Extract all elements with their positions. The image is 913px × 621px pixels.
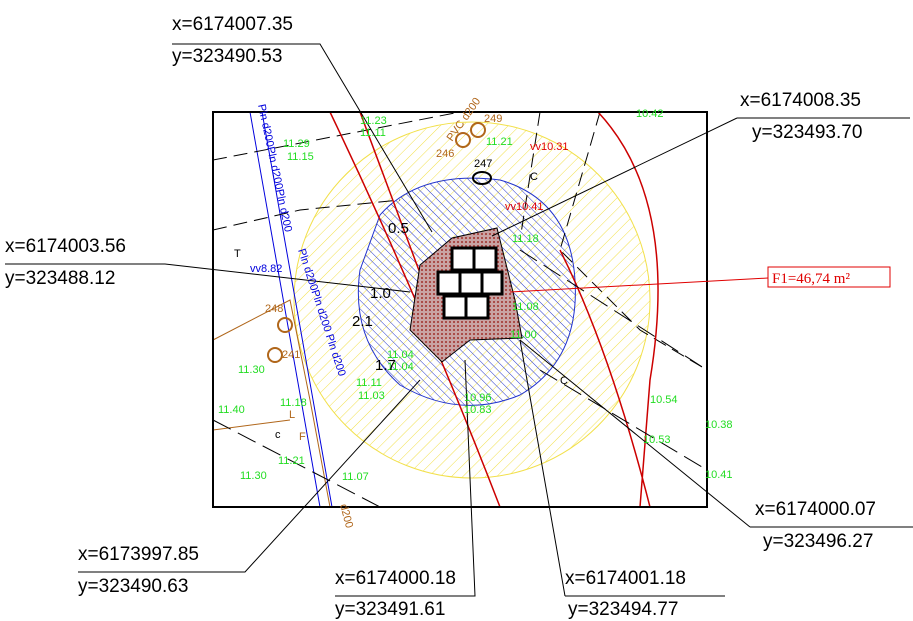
well [455,132,471,148]
chamber-grid [436,246,504,320]
elevation: 11.07 [342,471,369,483]
brown-line [213,299,331,507]
point-number: 247 [474,158,492,170]
elevation: 11.04 [387,361,414,373]
coord-x: x=6174003.56 [5,236,126,257]
coord-x: x=6173997.85 [78,544,199,565]
elevation: 11.04 [387,349,414,361]
coord-y: y=323493.70 [752,122,862,143]
elevation: 11.30 [238,364,265,376]
elevation: 11.23 [360,115,387,127]
coord-x: x=6174001.18 [565,568,686,589]
letter: C [560,375,568,387]
elevation: 11.18 [280,397,307,409]
letter: L [289,409,295,421]
point-number: 241 [282,349,300,361]
callout-texts: x=6174007.35 y=323490.53 x=6174008.35 y=… [5,14,876,620]
elevation: 11.29 [283,138,310,150]
pipe-label: Pln d200Pln d200Pln d200 [255,103,294,233]
map-area [213,112,707,507]
elevation: 10.42 [636,108,664,120]
elevation: 11.21 [486,136,513,148]
elevation: 11.21 [278,455,305,467]
well [277,317,293,333]
coord-x: x=6174000.07 [755,499,876,520]
area-box [767,266,891,288]
pipe-line [249,112,333,507]
letter: c [275,429,281,441]
elevation: 10.54 [650,394,678,406]
dashed-line [213,249,707,507]
coord-y: y=323496.27 [763,531,873,552]
coord-y: y=323490.63 [78,576,188,597]
elevation: 11.11 [360,127,386,139]
dimension: 1.0 [370,285,391,302]
elevation: 10.53 [643,434,671,446]
coord-x: x=6174000.18 [335,568,456,589]
coord-x: x=6174007.35 [172,14,293,35]
letter: F [299,431,306,443]
red-level: vv10.41 [505,201,544,213]
elevation: 11.30 [240,470,267,482]
elevation: 10.38 [705,419,733,431]
letter: C [530,171,538,183]
coord-x: x=6174008.35 [740,90,861,111]
elevation: 10.96 [464,392,492,404]
elevation: 10.41 [705,469,733,481]
manhole [472,171,492,185]
leaders [5,43,913,597]
elevation: 11.11 [356,377,382,389]
elevation: 11.00 [510,329,537,341]
dimension: 2.1 [352,313,373,330]
point-number: 249 [484,113,502,125]
well [470,122,486,138]
point-number: 248 [265,303,283,315]
elevation: 11.18 [512,233,539,245]
elevation: 10.83 [464,404,492,416]
elevation: 11.40 [218,404,245,416]
blue-level: vv8.82 [250,263,282,275]
well [267,347,283,363]
boundary [213,112,707,371]
elevations: 10.42 11.29 11.15 11.23 11.11 11.21 11.1… [218,108,733,483]
elevation: 11.08 [512,301,539,313]
frame [212,111,708,508]
coord-y: y=323494.77 [568,599,678,620]
coord-y: y=323491.61 [335,599,445,620]
red-level: vv10.31 [530,141,569,153]
coord-y: y=323490.53 [172,46,282,67]
area-leader [509,277,769,293]
elevation: 11.15 [287,151,314,163]
area-label: F1=46,74 m² [772,271,850,287]
coord-y: y=323488.12 [5,268,115,289]
point-number: 246 [436,148,454,160]
elevation: 11.03 [358,390,385,402]
dimension: 1.7 [375,357,396,374]
letter: T [234,248,241,260]
dimension: 0.5 [388,220,409,237]
